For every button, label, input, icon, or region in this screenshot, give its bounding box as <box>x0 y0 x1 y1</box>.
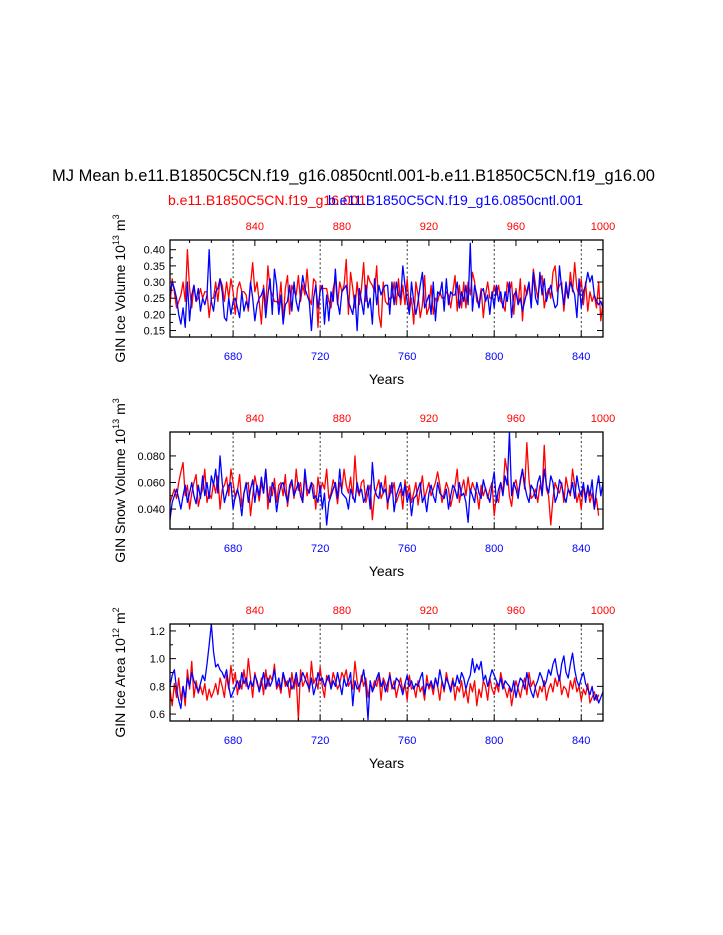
y-tick-label: 0.40 <box>144 245 165 257</box>
y-axis-label-exponent: 13 <box>111 419 121 429</box>
y-axis-label-unit-exponent: 3 <box>111 214 121 219</box>
x-top-tick-label: 920 <box>420 221 438 233</box>
x-bottom-tick-label: 840 <box>572 735 590 747</box>
series-line-blue <box>170 432 603 526</box>
y-tick-label: 0.040 <box>137 504 165 516</box>
y-tick-label: 1.2 <box>150 626 165 638</box>
y-axis-label-unit-exponent: 2 <box>111 607 121 612</box>
x-axis-label: Years <box>369 755 404 771</box>
x-top-tick-label: 960 <box>507 221 525 233</box>
x-bottom-tick-label: 800 <box>485 351 503 363</box>
x-axis-label: Years <box>369 371 404 387</box>
panel-snow-volume: 0.040 0.060 0.080 680 720 760 800 840 840 880 920 9… <box>111 398 615 579</box>
x-top-tick-label: 960 <box>507 413 525 425</box>
x-bottom-tick-label: 680 <box>224 543 242 555</box>
y-axis-label: GIN Ice Area 1012 m2 <box>111 607 128 737</box>
x-top-tick-label: 840 <box>246 413 264 425</box>
x-bottom-tick-label: 760 <box>398 735 416 747</box>
y-tick-label: 0.25 <box>144 293 165 305</box>
series-line-red <box>170 657 600 721</box>
x-top-tick-label: 880 <box>333 221 351 233</box>
y-axis-label-unit: m <box>112 612 128 624</box>
y-axis-label-unit: m <box>112 403 128 415</box>
x-bottom-tick-label: 800 <box>485 543 503 555</box>
x-top-tick-label: 960 <box>507 605 525 617</box>
x-bottom-tick-label: 720 <box>311 735 329 747</box>
x-top-tick-label: 840 <box>246 605 264 617</box>
x-top-tick-label: 920 <box>420 413 438 425</box>
x-top-tick-label: 1000 <box>591 221 615 233</box>
panel-ice-volume: 0.15 0.20 0.25 0.30 0.35 0.40 680 720 760 800 840 8… <box>111 214 615 387</box>
x-top-tick-label: 1000 <box>591 413 615 425</box>
y-tick-label: 0.060 <box>137 477 165 489</box>
x-top-tick-label: 1000 <box>591 605 615 617</box>
y-tick-label: 0.080 <box>137 451 165 463</box>
y-axis-label-text: GIN Ice Area 10 <box>112 638 128 738</box>
x-bottom-tick-label: 840 <box>572 351 590 363</box>
series-line-blue <box>170 242 603 332</box>
series-line-red <box>170 441 600 526</box>
y-axis-label: GIN Ice Volume 1013 m3 <box>111 214 128 362</box>
y-axis-label-exponent: 12 <box>111 628 121 638</box>
y-tick-label: 0.35 <box>144 261 165 273</box>
x-bottom-tick-label: 720 <box>311 543 329 555</box>
y-axis-label-unit-exponent: 3 <box>111 398 121 403</box>
x-top-tick-label: 880 <box>333 605 351 617</box>
plot-frame <box>169 431 604 530</box>
y-tick-label: 0.6 <box>150 709 165 721</box>
x-bottom-tick-label: 840 <box>572 543 590 555</box>
subtitle-red: b.e11.B1850C5CN.f19_g16.001 <box>168 192 366 208</box>
plot-frame <box>169 239 604 338</box>
y-tick-label: 0.15 <box>144 326 165 338</box>
x-bottom-tick-label: 800 <box>485 735 503 747</box>
main-title: MJ Mean b.e11.B1850C5CN.f19_g16.0850cntl… <box>52 167 655 185</box>
panel-ice-area: 0.6 0.8 1.0 1.2 680 720 760 800 840 840 880 920 960 1… <box>111 605 615 771</box>
y-axis-label-text: GIN Snow Volume 10 <box>112 429 128 563</box>
y-axis-label: GIN Snow Volume 1013 m3 <box>111 398 128 563</box>
series-line-blue <box>170 624 603 721</box>
y-tick-label: 0.30 <box>144 277 165 289</box>
y-tick-label: 0.8 <box>150 681 165 693</box>
x-bottom-tick-label: 720 <box>311 351 329 363</box>
y-axis-label-exponent: 13 <box>111 235 121 245</box>
y-axis-label-text: GIN Ice Volume 10 <box>112 245 128 363</box>
x-bottom-tick-label: 760 <box>398 543 416 555</box>
subtitle-blue: b.e11.B1850C5CN.f19_g16.0850cntl.001 <box>328 192 583 208</box>
y-axis-label-unit: m <box>112 219 128 231</box>
x-top-tick-label: 880 <box>333 413 351 425</box>
x-top-tick-label: 840 <box>246 221 264 233</box>
y-tick-label: 0.20 <box>144 309 165 321</box>
y-tick-label: 1.0 <box>150 654 165 666</box>
x-bottom-tick-label: 680 <box>224 735 242 747</box>
x-bottom-tick-label: 760 <box>398 351 416 363</box>
x-bottom-tick-label: 680 <box>224 351 242 363</box>
x-axis-label: Years <box>369 563 404 579</box>
x-top-tick-label: 920 <box>420 605 438 617</box>
